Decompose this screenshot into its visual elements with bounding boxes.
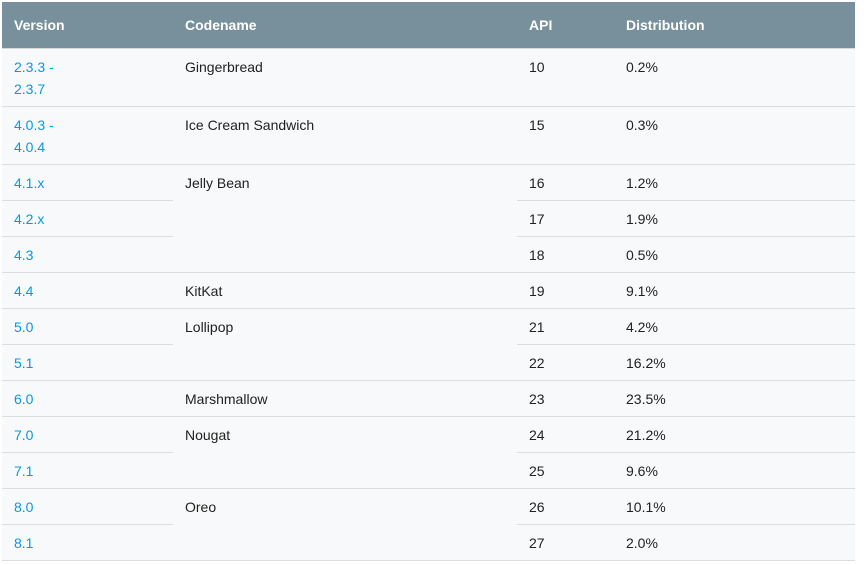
distribution-cell: 0.5%	[614, 236, 855, 273]
codename-cell: KitKat	[173, 272, 517, 309]
version-link[interactable]: 2.3.3 - 2.3.7	[14, 59, 54, 97]
version-cell: 4.3	[2, 236, 173, 273]
version-link[interactable]: 4.0.3 - 4.0.4	[14, 117, 54, 155]
table-row: 5.0 Lollipop 21 4.2%	[2, 308, 855, 381]
table-row: 4.3 18 0.5%	[2, 236, 855, 273]
version-link[interactable]: 4.2.x	[14, 211, 45, 227]
header-api: API	[517, 2, 614, 49]
table-header: Version Codename API Distribution	[2, 2, 855, 49]
version-link[interactable]: 7.0	[14, 427, 34, 443]
distribution-cell: 1.9%	[614, 200, 855, 237]
header-codename: Codename	[173, 2, 517, 49]
codename-cell: Lollipop	[173, 308, 517, 381]
codename-cell: Gingerbread	[173, 48, 517, 107]
header-row: Version Codename API Distribution	[2, 2, 855, 49]
table-row: 6.0 Marshmallow 23 23.5%	[2, 380, 855, 417]
version-cell: 7.1	[2, 452, 173, 489]
codename-cell: Jelly Bean	[173, 164, 517, 273]
distribution-cell: 9.6%	[614, 452, 855, 489]
header-distribution: Distribution	[614, 2, 855, 49]
distribution-cell: 4.2%	[614, 308, 855, 345]
version-cell: 6.0	[2, 380, 173, 417]
version-cell: 8.0	[2, 488, 173, 525]
distribution-cell: 23.5%	[614, 380, 855, 417]
api-cell: 10	[517, 48, 614, 107]
version-cell: 4.1.x	[2, 164, 173, 201]
version-cell: 4.2.x	[2, 200, 173, 237]
table-row: 4.4 KitKat 19 9.1%	[2, 272, 855, 309]
table-row: 8.0 Oreo 26 10.1%	[2, 488, 855, 561]
version-cell: 5.1	[2, 344, 173, 381]
api-cell: 27	[517, 524, 614, 561]
table-row: 4.1.x Jelly Bean 16 1.2%	[2, 164, 855, 273]
distribution-cell: 0.3%	[614, 106, 855, 165]
version-cell: 7.0	[2, 416, 173, 453]
table-row: 7.0 Nougat 24 21.2%	[2, 416, 855, 489]
version-link[interactable]: 5.0	[14, 319, 34, 335]
codename-cell: Nougat	[173, 416, 517, 489]
table-row: 4.0.3 - 4.0.4 Ice Cream Sandwich 15 0.3%	[2, 106, 855, 165]
android-versions-table: Version Codename API Distribution 2.3.3 …	[2, 2, 855, 561]
distribution-cell: 1.2%	[614, 164, 855, 201]
version-link[interactable]: 6.0	[14, 391, 34, 407]
codename-cell: Oreo	[173, 488, 517, 561]
version-link[interactable]: 8.1	[14, 535, 34, 551]
distribution-cell: 2.0%	[614, 524, 855, 561]
api-cell: 19	[517, 272, 614, 309]
table-row: 4.2.x 17 1.9%	[2, 200, 855, 237]
version-link[interactable]: 4.3	[14, 247, 34, 263]
api-cell: 18	[517, 236, 614, 273]
version-link[interactable]: 7.1	[14, 463, 34, 479]
api-cell: 15	[517, 106, 614, 165]
distribution-cell: 21.2%	[614, 416, 855, 453]
api-cell: 22	[517, 344, 614, 381]
distribution-cell: 16.2%	[614, 344, 855, 381]
table-row: 2.3.3 - 2.3.7 Gingerbread 10 0.2%	[2, 48, 855, 107]
distribution-cell: 9.1%	[614, 272, 855, 309]
version-link[interactable]: 4.1.x	[14, 175, 45, 191]
version-cell: 4.4	[2, 272, 173, 309]
header-version: Version	[2, 2, 173, 49]
table-row: 5.1 22 16.2%	[2, 344, 855, 381]
api-cell: 17	[517, 200, 614, 237]
version-cell: 8.1	[2, 524, 173, 561]
api-cell: 23	[517, 380, 614, 417]
version-link[interactable]: 8.0	[14, 499, 34, 515]
api-cell: 24	[517, 416, 614, 453]
codename-cell: Ice Cream Sandwich	[173, 106, 517, 165]
api-cell: 21	[517, 308, 614, 345]
version-link[interactable]: 4.4	[14, 283, 34, 299]
version-link[interactable]: 5.1	[14, 355, 34, 371]
codename-cell: Marshmallow	[173, 380, 517, 417]
api-cell: 16	[517, 164, 614, 201]
version-cell: 5.0	[2, 308, 173, 345]
table-body: 2.3.3 - 2.3.7 Gingerbread 10 0.2% 4.0.3 …	[2, 48, 855, 561]
table-row: 7.1 25 9.6%	[2, 452, 855, 489]
distribution-cell: 0.2%	[614, 48, 855, 107]
table-row: 8.1 27 2.0%	[2, 524, 855, 561]
api-cell: 26	[517, 488, 614, 525]
distribution-cell: 10.1%	[614, 488, 855, 525]
version-cell: 4.0.3 - 4.0.4	[2, 106, 173, 165]
version-cell: 2.3.3 - 2.3.7	[2, 48, 173, 107]
api-cell: 25	[517, 452, 614, 489]
